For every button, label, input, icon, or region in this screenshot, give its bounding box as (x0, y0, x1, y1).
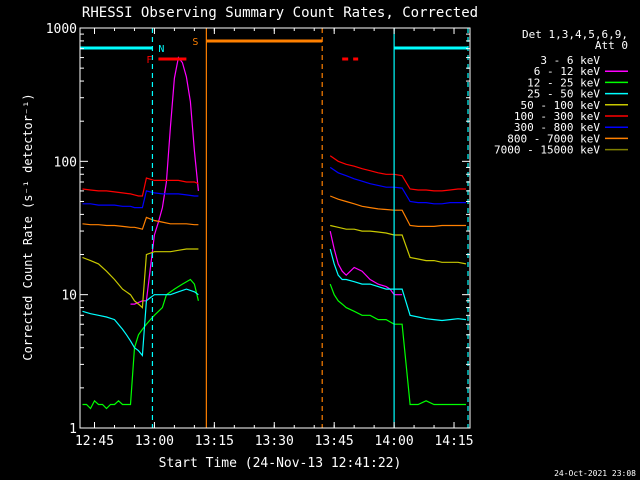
footer-date: 24-Oct-2021 23:08 (554, 469, 636, 478)
series-line-7 (82, 195, 466, 230)
y-tick-label: 10 (61, 289, 77, 304)
series-line-1 (130, 56, 403, 305)
legend-label-1: 6 - 12 keV (534, 65, 601, 78)
series-line-3 (82, 248, 467, 358)
attenuator-segments: N S F (80, 28, 469, 428)
flare-flag-label: F (146, 55, 152, 66)
legend-label-3: 25 - 50 keV (527, 88, 600, 101)
saa-flag-label: S (192, 37, 198, 48)
series-line-6 (82, 166, 466, 209)
y-tick-label: 1 (69, 422, 77, 437)
legend-label-0: 3 - 6 keV (540, 54, 600, 67)
y-tick-label: 100 (54, 155, 77, 170)
x-tick-label: 14:15 (434, 434, 473, 449)
detector-info-line: Att 0 (595, 39, 628, 52)
series-line-0 (125, 102, 403, 423)
legend-label-4: 50 - 100 keV (521, 99, 601, 112)
x-tick-label: 13:15 (195, 434, 234, 449)
series-layer (82, 56, 467, 423)
axes: 12:45 13:00 13:15 13:30 13:45 14:00 14:15 1 10 10… (46, 22, 474, 449)
series-line-2 (82, 278, 466, 410)
night-flag-label: N (158, 44, 164, 55)
plot-frame (79, 27, 471, 429)
x-tick-label: 13:30 (255, 434, 294, 449)
series-line-4 (82, 224, 467, 309)
y-tick-label: 1000 (46, 22, 77, 37)
legend-label-6: 300 - 800 keV (514, 121, 600, 134)
chart-title: RHESSI Observing Summary Count Rates, Co… (82, 5, 478, 21)
x-tick-label: 14:00 (375, 434, 414, 449)
y-axis-label: Corrected Count Rate (s⁻¹ detector⁻¹) (21, 93, 35, 360)
x-axis-label: Start Time (24-Nov-13 12:41:22) (159, 456, 402, 471)
legend-label-7: 800 - 7000 keV (507, 132, 600, 145)
x-tick-label: 12:45 (75, 434, 114, 449)
legend-label-5: 100 - 300 keV (514, 110, 600, 123)
series-line-5 (82, 155, 466, 197)
legend-label-8: 7000 - 15000 keV (494, 144, 600, 157)
x-tick-label: 13:00 (135, 434, 174, 449)
legend-label-2: 12 - 25 keV (527, 76, 600, 89)
detector-info-line: Det 1,3,4,5,6,9, (522, 28, 628, 41)
x-tick-label: 13:45 (315, 434, 354, 449)
